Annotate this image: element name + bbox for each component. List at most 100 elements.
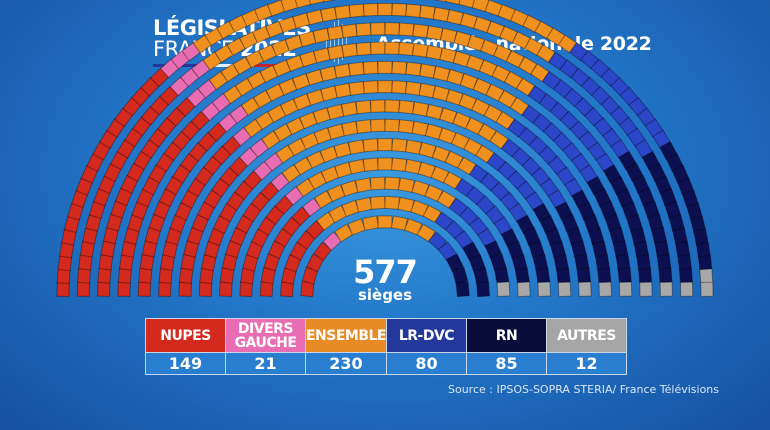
seat-ensemble — [417, 161, 436, 179]
seat-ensemble — [355, 22, 372, 37]
seat-ensemble — [456, 156, 477, 176]
seat-ensemble — [505, 49, 525, 69]
seat-ensemble — [391, 138, 408, 153]
seat-autres — [557, 281, 572, 298]
seat-rn — [493, 267, 510, 285]
seat-ensemble — [425, 44, 443, 61]
seat-nupes — [291, 206, 311, 227]
seat-ensemble — [312, 107, 332, 125]
seat-ensemble — [405, 61, 422, 77]
seat-ensemble — [370, 41, 386, 55]
seat-nupes — [239, 281, 254, 298]
seat-ensemble — [384, 99, 400, 113]
seat-ensemble — [405, 3, 422, 18]
seat-divers-gauche — [229, 104, 249, 124]
seat-ensemble — [272, 59, 292, 78]
seat-ensemble — [239, 31, 259, 50]
seat-ensemble — [465, 54, 485, 72]
seat-ensemble — [492, 44, 512, 63]
seat-ensemble — [479, 38, 499, 57]
seat-ensemble — [208, 70, 229, 91]
seat-ensemble — [438, 107, 458, 125]
seat-ensemble — [362, 60, 379, 75]
seat-ensemble — [284, 34, 304, 52]
seat-ensemble — [278, 16, 297, 34]
seat-nupes — [178, 281, 192, 297]
seat-rn — [615, 253, 631, 271]
seat-ensemble — [273, 123, 293, 143]
seat-nupes — [117, 267, 132, 284]
seat-ensemble — [298, 30, 317, 48]
seat-ensemble — [285, 116, 306, 136]
seat-nupes — [313, 241, 333, 262]
seat-ensemble — [398, 41, 415, 56]
seat-ensemble — [313, 47, 331, 64]
seat-ensemble — [278, 77, 298, 96]
seat-ensemble — [412, 23, 429, 39]
seat-ensemble — [403, 218, 423, 236]
total-seats: 577 sièges — [345, 256, 425, 303]
seat-rn — [576, 267, 592, 284]
seat-ensemble — [362, 215, 380, 231]
seat-ensemble — [355, 41, 372, 56]
seat-ensemble — [348, 80, 366, 96]
seat-ensemble — [377, 2, 393, 16]
seat-ensemble — [436, 190, 457, 209]
seat-ensemble — [452, 50, 471, 68]
seat-ensemble — [411, 101, 430, 117]
seat-ensemble — [334, 223, 354, 243]
seat-ensemble — [319, 65, 338, 82]
seat-divers-gauche — [270, 172, 291, 192]
seat-ensemble — [348, 61, 365, 77]
seat-autres — [578, 281, 592, 297]
seat-ensemble — [384, 41, 400, 55]
seat-ensemble — [432, 6, 450, 23]
seat-nupes — [97, 267, 112, 284]
seat-ensemble — [348, 3, 365, 18]
seat-lr-dvc — [468, 163, 489, 184]
seat-ensemble — [279, 98, 299, 117]
seat-ensemble — [293, 156, 314, 176]
seat-ensemble — [446, 9, 464, 26]
seat-rn — [638, 267, 653, 284]
seat-ensemble — [362, 157, 380, 172]
seat-ensemble — [453, 30, 472, 48]
seat-rn — [697, 254, 713, 272]
party-divers-gauche-seats: 21 — [224, 352, 306, 375]
seat-ensemble — [459, 12, 478, 30]
party-autres-seats: 12 — [545, 352, 628, 375]
seat-nupes — [97, 281, 111, 297]
seat-ensemble — [340, 101, 359, 117]
seat-ensemble — [327, 123, 346, 141]
seat-ensemble — [340, 179, 359, 197]
seat-autres — [700, 281, 714, 298]
seat-rn — [597, 267, 612, 284]
seat-ensemble — [306, 9, 324, 26]
seat-ensemble — [320, 6, 338, 23]
seat-ensemble — [517, 56, 538, 76]
party-lr-dvc-seats: 80 — [385, 352, 467, 375]
seat-nupes — [117, 281, 131, 297]
seat-nupes — [158, 281, 172, 297]
seat-ensemble — [404, 139, 422, 155]
seat-ensemble — [444, 150, 464, 169]
seat-ensemble — [509, 96, 530, 116]
seat-ensemble — [397, 177, 415, 193]
seat-nupes — [137, 281, 152, 297]
seat-ensemble — [347, 218, 367, 236]
seat-nupes — [56, 268, 71, 285]
seat-ensemble — [281, 163, 302, 184]
seat-ensemble — [292, 12, 311, 30]
seat-divers-gauche — [197, 79, 218, 99]
seat-ensemble — [326, 103, 345, 121]
seat-ensemble — [437, 127, 457, 145]
seat-ensemble — [326, 184, 346, 203]
seat-ensemble — [377, 157, 393, 171]
seat-rn — [455, 281, 470, 298]
seat-ensemble — [312, 27, 331, 44]
seat-ensemble — [306, 150, 326, 169]
seat-ensemble — [299, 111, 318, 130]
seat-autres — [639, 281, 653, 297]
seat-rn — [677, 254, 692, 271]
seat-nupes — [138, 267, 153, 284]
